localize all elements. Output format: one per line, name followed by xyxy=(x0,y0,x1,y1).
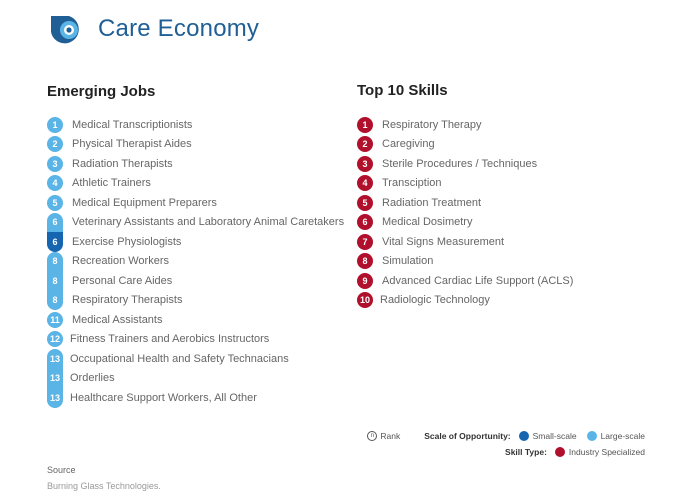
list-item: 1 Respiratory Therapy xyxy=(357,115,573,135)
list-item: 6 Medical Dosimetry xyxy=(357,213,573,233)
rank-badge: 7 xyxy=(357,233,373,250)
skill-label: Respiratory Therapy xyxy=(382,118,482,131)
job-label: Fitness Trainers and Aerobics Instructor… xyxy=(70,333,270,346)
skill-label: Caregiving xyxy=(382,138,435,151)
scale-legend-title: Scale of Opportunity: xyxy=(424,431,511,441)
rank-badge: 8 xyxy=(47,251,63,271)
rank-badge: 3 xyxy=(47,155,63,172)
emerging-jobs-list: 1 Medical Transcriptionists 2 Physical The… xyxy=(47,115,344,408)
list-item: 8 Respiratory Therapists xyxy=(47,290,344,310)
rank-badge: 8 xyxy=(47,290,63,310)
list-item: 13 Healthcare Support Workers, All Other xyxy=(47,388,344,408)
job-label: Medical Transcriptionists xyxy=(72,118,193,131)
source-text: Burning Glass Technologies. xyxy=(47,481,161,491)
rank-badge: 4 xyxy=(357,175,373,192)
emerging-jobs-title: Emerging Jobs xyxy=(47,83,156,100)
top-skills-list: 1 Respiratory Therapy 2 Caregiving 3 Steril… xyxy=(357,115,573,310)
job-label: Healthcare Support Workers, All Other xyxy=(70,391,257,404)
list-item: 10 Radiologic Technology xyxy=(357,291,573,311)
rank-badge: 6 xyxy=(357,214,373,231)
large-scale-swatch xyxy=(586,431,597,441)
source-label: Source xyxy=(47,465,76,475)
rank-badge: 6 xyxy=(47,212,63,232)
list-item: 8 Recreation Workers xyxy=(47,251,344,271)
skill-type-legend: Skill Type: Industry Specialized xyxy=(481,447,645,457)
list-item: 2 Caregiving xyxy=(357,135,573,155)
skill-label: Radiologic Technology xyxy=(380,294,490,307)
skill-label: Radiation Treatment xyxy=(382,196,482,209)
rank-badge: 12 xyxy=(47,331,63,348)
rank-badge: 3 xyxy=(357,155,373,172)
scale-legend: n Rank Scale of Opportunity: Small-scale… xyxy=(367,431,645,441)
rank-badge: 11 xyxy=(47,311,63,328)
job-label: Veterinary Assistants and Laboratory Ani… xyxy=(72,216,345,229)
job-label: Physical Therapist Aides xyxy=(72,138,192,151)
rank-badge: 8 xyxy=(47,271,63,291)
small-scale-label: Small-scale xyxy=(532,431,577,441)
large-scale-label: Large-scale xyxy=(600,431,645,441)
list-item: 13 Occupational Health and Safety Technac… xyxy=(47,349,344,369)
list-item: 4 Athletic Trainers xyxy=(47,174,344,194)
rank-badge: 1 xyxy=(357,116,373,133)
job-label: Recreation Workers xyxy=(72,255,169,268)
list-item: 1 Medical Transcriptionists xyxy=(47,115,344,135)
job-label: Personal Care Aides xyxy=(72,274,173,287)
page-title: Care Economy xyxy=(98,15,260,42)
rank-badge: 8 xyxy=(357,253,373,270)
list-item: 6 Veterinary Assistants and Laboratory An… xyxy=(47,212,345,232)
job-label: Orderlies xyxy=(70,372,115,385)
list-item: 5 Radiation Treatment xyxy=(357,193,573,213)
job-label: Medical Assistants xyxy=(72,313,163,326)
skill-label: Advanced Cardiac Life Support (ACLS) xyxy=(382,274,574,287)
job-label: Athletic Trainers xyxy=(72,177,151,190)
list-item: 6 Exercise Physiologists xyxy=(47,232,344,252)
list-item: 11 Medical Assistants xyxy=(47,310,344,330)
list-item: 8 Simulation xyxy=(357,252,573,272)
rank-symbol-icon: n xyxy=(367,431,378,441)
job-label: Medical Equipment Preparers xyxy=(72,196,217,209)
rank-badge: 9 xyxy=(357,272,373,289)
rank-badge: 2 xyxy=(357,136,373,153)
job-label: Respiratory Therapists xyxy=(72,294,183,307)
job-label: Radiation Therapists xyxy=(72,157,173,170)
rank-badge: 2 xyxy=(47,136,63,153)
skill-type-title: Skill Type: xyxy=(505,447,547,457)
header: Care Economy xyxy=(47,12,259,46)
skill-label: Medical Dosimetry xyxy=(382,216,473,229)
list-item: 13 Orderlies xyxy=(47,368,344,388)
rank-badge: 5 xyxy=(47,194,63,211)
list-item: 3 Radiation Therapists xyxy=(47,154,344,174)
list-item: 4 Transciption xyxy=(357,174,573,194)
skill-label: Simulation xyxy=(382,255,434,268)
job-label: Occupational Health and Safety Technacia… xyxy=(70,352,289,365)
industry-specialized-label: Industry Specialized xyxy=(568,447,645,457)
skill-label: Sterile Procedures / Techniques xyxy=(382,157,538,170)
list-item: 7 Vital Signs Measurement xyxy=(357,232,573,252)
target-icon xyxy=(51,16,79,44)
industry-specialized-swatch xyxy=(554,447,565,457)
list-item: 9 Advanced Cardiac Life Support (ACLS) xyxy=(357,271,573,291)
rank-legend-label: Rank xyxy=(380,431,401,441)
rank-badge: 13 xyxy=(47,388,63,408)
list-item: 3 Sterile Procedures / Techniques xyxy=(357,154,573,174)
job-label: Exercise Physiologists xyxy=(72,235,182,248)
skill-label: Vital Signs Measurement xyxy=(382,235,505,248)
small-scale-swatch xyxy=(518,431,529,441)
rank-badge: 4 xyxy=(47,175,63,192)
rank-badge: 5 xyxy=(357,194,373,211)
top-skills-title: Top 10 Skills xyxy=(357,82,448,99)
list-item: 8 Personal Care Aides xyxy=(47,271,344,291)
rank-badge: 13 xyxy=(47,368,63,388)
rank-badge: 6 xyxy=(47,232,63,252)
list-item: 12 Fitness Trainers and Aerobics Instruct… xyxy=(47,330,344,350)
rank-badge: 13 xyxy=(47,349,63,369)
rank-badge: 10 xyxy=(357,292,373,309)
list-item: 2 Physical Therapist Aides xyxy=(47,135,344,155)
skill-label: Transciption xyxy=(382,177,442,190)
list-item: 5 Medical Equipment Preparers xyxy=(47,193,344,213)
rank-badge: 1 xyxy=(47,116,63,133)
